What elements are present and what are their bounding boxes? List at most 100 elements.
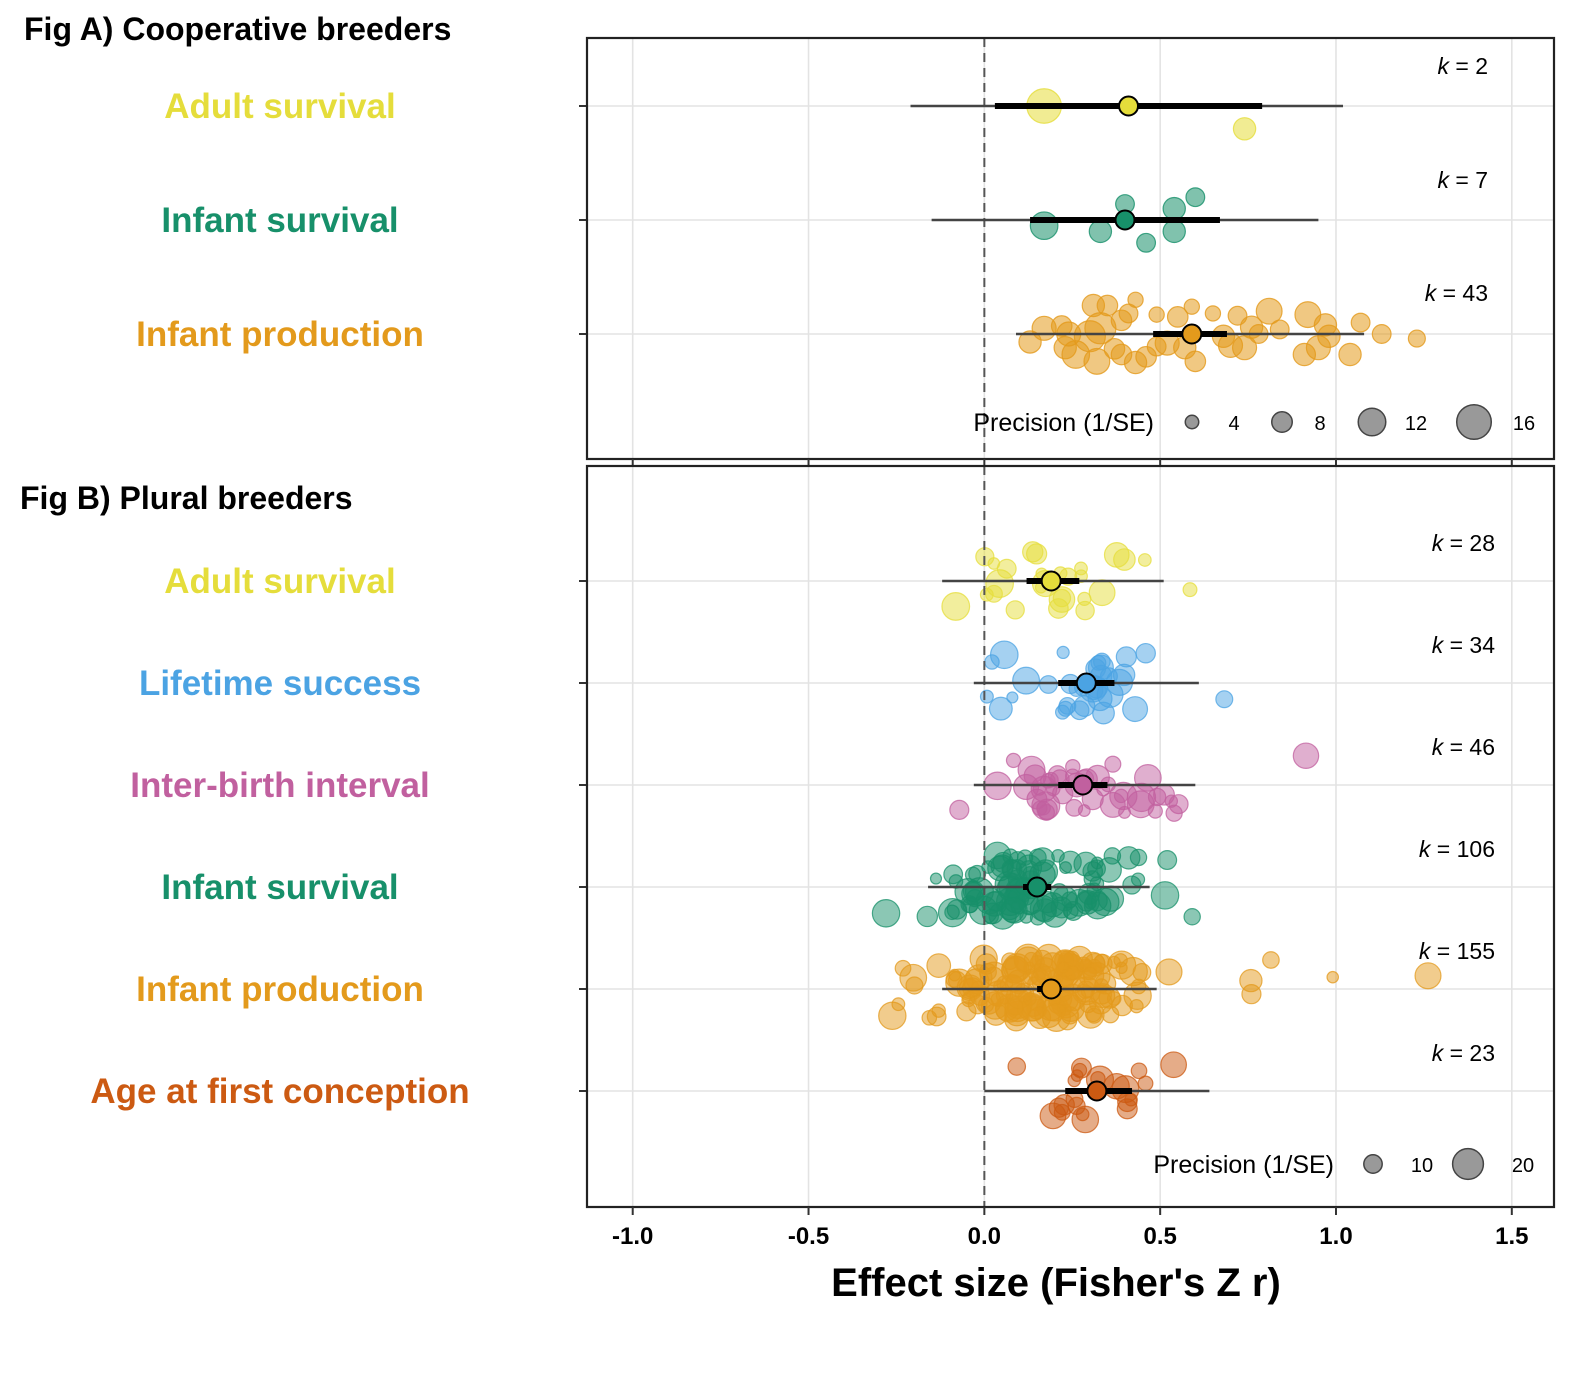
precision-legend: Precision (1/SE) 10 20 xyxy=(1153,1147,1534,1181)
effect-size-point xyxy=(871,899,901,928)
effect-size-point xyxy=(1017,755,1046,784)
effect-size-point xyxy=(916,905,939,928)
effect-size-point xyxy=(1162,196,1186,221)
legend-title: Precision (1/SE) xyxy=(973,409,1154,437)
panel-b-plural-breeders: Fig B) Plural breeders Adult survival Life… xyxy=(20,464,1556,1215)
effect-size-point xyxy=(1091,887,1120,917)
effect-size-point xyxy=(1160,1051,1188,1079)
k-label: k = 2 xyxy=(1437,53,1488,79)
effect-size-point xyxy=(1029,211,1059,241)
effect-size-point xyxy=(1313,313,1338,337)
effect-size-point xyxy=(1155,958,1183,986)
effect-size-point xyxy=(1350,312,1371,333)
pooled-estimate xyxy=(1072,774,1094,796)
effect-size-point xyxy=(1148,306,1165,323)
effect-size-point xyxy=(1118,956,1148,987)
legend-title: Precision (1/SE) xyxy=(1153,1151,1334,1179)
effect-size-point xyxy=(1338,342,1362,367)
effect-size-point xyxy=(1000,896,1028,924)
effect-size-point xyxy=(1075,1107,1090,1122)
effect-size-point xyxy=(1157,850,1178,871)
row-label: Infant survival xyxy=(161,868,398,907)
pooled-estimate xyxy=(1114,209,1136,231)
pooled-estimate xyxy=(1086,1080,1108,1102)
legend-label: 20 xyxy=(1512,1155,1534,1177)
effect-size-point xyxy=(1073,851,1099,877)
effect-size-point xyxy=(1182,582,1198,598)
effect-size-point xyxy=(1407,329,1426,348)
effect-size-point xyxy=(1137,553,1152,567)
effect-size-point xyxy=(1183,908,1201,926)
pooled-estimate xyxy=(1040,978,1062,1000)
effect-size-point xyxy=(1127,291,1144,308)
effect-size-point xyxy=(1065,759,1081,775)
effect-size-point xyxy=(1135,642,1156,664)
panel-border xyxy=(585,36,1556,461)
effect-size-point xyxy=(1150,881,1180,910)
effect-size-point xyxy=(970,980,986,995)
effect-size-point xyxy=(1063,950,1081,968)
effect-size-point xyxy=(1215,690,1234,709)
effect-size-point xyxy=(1041,901,1069,928)
effect-size-point xyxy=(1122,696,1149,723)
effect-size-point xyxy=(1070,1069,1084,1082)
x-tick-label: -0.5 xyxy=(788,1223,829,1250)
effect-size-point xyxy=(1018,860,1040,882)
effect-size-point xyxy=(931,1003,946,1018)
effect-size-point xyxy=(1048,586,1076,613)
legend-label: 12 xyxy=(1405,413,1427,435)
legend-swatch xyxy=(1184,414,1200,430)
effect-size-point xyxy=(926,953,952,979)
panel-title: Fig B) Plural breeders xyxy=(20,480,353,516)
effect-size-point xyxy=(1104,755,1122,773)
effect-size-point xyxy=(1262,951,1280,969)
effect-size-point xyxy=(1371,324,1392,344)
effect-size-point xyxy=(1057,700,1074,717)
effect-size-point xyxy=(1088,579,1116,607)
effect-size-point xyxy=(949,799,970,820)
effect-size-point xyxy=(1255,297,1283,325)
x-tick-label: 1.5 xyxy=(1495,1223,1528,1250)
effect-size-point xyxy=(983,966,1004,987)
effect-size-point xyxy=(984,654,1000,670)
effect-size-point xyxy=(929,872,943,885)
row-label: Adult survival xyxy=(164,87,395,126)
effect-size-point xyxy=(1083,966,1098,981)
x-tick-label: -1.0 xyxy=(612,1223,653,1250)
row-label: Lifetime success xyxy=(139,664,421,703)
effect-size-point xyxy=(1088,219,1113,244)
effect-size-point xyxy=(968,864,987,883)
effect-size-point xyxy=(1269,319,1290,340)
effect-size-point xyxy=(941,592,971,621)
effect-size-point xyxy=(1136,232,1157,253)
effect-size-point xyxy=(1048,1097,1069,1118)
legend-swatch xyxy=(1271,411,1293,433)
effect-size-point xyxy=(1094,972,1117,995)
pooled-estimate xyxy=(1181,323,1203,345)
pooled-estimate xyxy=(1075,672,1097,694)
effect-size-point xyxy=(979,689,994,704)
points-layer xyxy=(1018,88,1426,375)
effect-size-point xyxy=(1129,848,1148,867)
effect-size-point xyxy=(1131,872,1146,887)
effect-size-point xyxy=(1118,303,1139,324)
effect-size-point xyxy=(1051,848,1065,863)
effect-size-point xyxy=(1038,803,1056,821)
legend-swatch xyxy=(1363,1154,1383,1174)
row-label: Infant survival xyxy=(161,201,398,240)
effect-size-point xyxy=(1239,968,1263,993)
x-tick-label: 0.0 xyxy=(968,1223,1001,1250)
legend-swatch xyxy=(1357,407,1387,437)
effect-size-point xyxy=(988,696,1013,721)
effect-size-point xyxy=(979,587,994,602)
x-tick-label: 0.5 xyxy=(1143,1223,1176,1250)
k-label: k = 46 xyxy=(1432,734,1495,760)
effect-size-point xyxy=(962,880,985,902)
effect-size-point xyxy=(1005,600,1025,620)
effect-size-point xyxy=(1022,541,1044,563)
effect-size-point xyxy=(1414,962,1442,990)
effect-size-point xyxy=(1162,219,1186,244)
k-label: k = 34 xyxy=(1432,632,1496,658)
effect-size-point xyxy=(1103,847,1122,865)
